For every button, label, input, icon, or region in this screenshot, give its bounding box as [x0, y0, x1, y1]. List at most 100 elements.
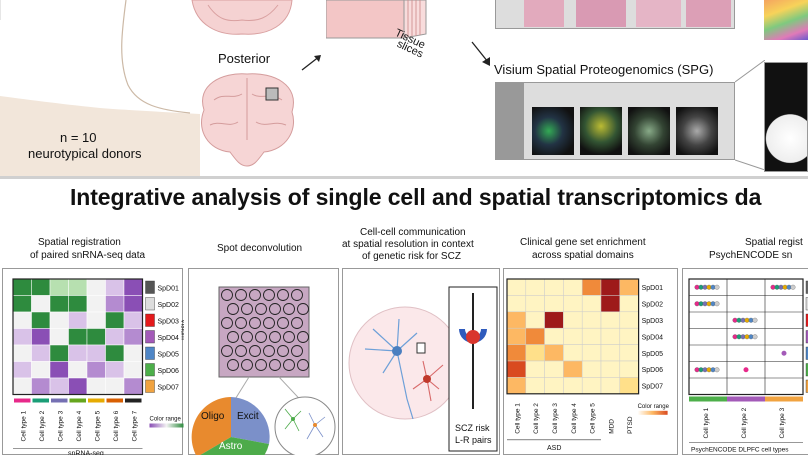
heatmap-cell — [31, 278, 51, 296]
spot-circle — [255, 303, 267, 315]
heatmap-cell — [12, 295, 32, 313]
spot-circle — [241, 303, 253, 315]
spot-circle — [283, 331, 295, 343]
cell-type-swatch — [14, 398, 31, 403]
section-divider — [0, 176, 808, 179]
heatmap-cell — [123, 344, 143, 362]
heatmap-cell — [581, 311, 602, 329]
posterior-brain-icon — [201, 73, 294, 167]
deconvolution-graphic: Oligo Excit Astro — [191, 286, 336, 455]
heatmap-cell — [544, 295, 564, 313]
domain-swatch — [805, 330, 808, 344]
heatmap-cell — [619, 311, 639, 329]
color-range-label: Color range — [150, 417, 182, 423]
cell-type-swatch — [765, 396, 803, 402]
domain-label: SpD05 — [642, 351, 664, 358]
domain-label: SpD06 — [642, 367, 664, 374]
spot-circle — [235, 345, 247, 357]
heatmap-cell — [563, 311, 583, 329]
spg-slide — [628, 107, 670, 155]
heatmap-cell — [105, 361, 125, 379]
heatmap-cell — [544, 360, 564, 378]
cell-type-label: Cell type 1 — [20, 410, 27, 441]
visium-label: Visium — [180, 319, 185, 340]
spot-circle — [297, 303, 309, 315]
spot-circle — [283, 303, 295, 315]
cell-type-pie — [191, 397, 270, 455]
heatmap-cell — [49, 278, 69, 296]
spot-circle — [297, 359, 309, 371]
spot-circle — [241, 331, 253, 343]
heatmap-cell — [600, 327, 621, 345]
heatmap-cell — [123, 328, 143, 346]
heatmap-cell — [525, 311, 545, 329]
domain-label: SpD03 — [158, 318, 180, 325]
domain-swatch — [805, 363, 808, 377]
cell-dot — [781, 350, 787, 356]
heatmap-cell — [506, 278, 527, 296]
enrichment-title-1: Clinical gene set enrichment — [520, 237, 646, 248]
psychencode-panel: Cell type 1 Cell type 2 Cell type 3 PsychEN… — [682, 268, 808, 455]
pie-label-oligo: Oligo — [201, 411, 225, 422]
domain-label: SpD07 — [642, 384, 664, 391]
heatmap-cell — [525, 377, 545, 395]
domain-label: SpD04 — [642, 334, 664, 341]
heatmap-cell — [31, 295, 51, 313]
main-title: Integrative analysis of single cell and … — [70, 184, 762, 210]
spot-circle — [269, 303, 281, 315]
cell-dot — [743, 367, 749, 373]
column-label: Cell type 2 — [741, 407, 748, 438]
heatmap-cell — [563, 327, 583, 345]
heatmap-cell — [506, 327, 527, 345]
heatmap-cell — [525, 327, 545, 345]
heatmap-cell — [12, 278, 32, 296]
heatmap-cell — [49, 361, 69, 379]
spot-circle — [263, 289, 275, 301]
heatmap-cell — [12, 361, 32, 379]
spg-slide — [532, 107, 574, 155]
heatmap-cell — [563, 377, 583, 395]
heatmap-cell — [68, 311, 88, 329]
spot-circle — [263, 345, 275, 357]
heatmap-cell — [105, 278, 125, 296]
psychencode-grid: Cell type 1 Cell type 2 Cell type 3 PsychEN… — [688, 278, 808, 454]
heatmap-cell — [31, 328, 51, 346]
pie-label-excit: Excit — [237, 411, 259, 422]
domain-label: SpD02 — [158, 302, 180, 309]
neuron-graphic: SCZ risk L-R pairs — [348, 286, 498, 452]
heatmap-cell — [49, 344, 69, 362]
snrna-seq-label: snRNA-seq — [68, 451, 104, 455]
enrichment-title-2: across spatial domains — [532, 250, 634, 261]
column-label: PTSD — [627, 416, 634, 434]
heatmap-cell — [600, 278, 621, 296]
scz-risk-label: SCZ risk — [455, 423, 490, 433]
cell-type-swatch — [106, 398, 123, 403]
domain-label: SpD06 — [158, 368, 180, 375]
registration-title-1: Spatial registration — [38, 237, 121, 248]
heatmap-cell — [49, 328, 69, 346]
spot-circle — [235, 317, 247, 329]
column-label: Cell type 1 — [703, 407, 710, 438]
heatmap-cell — [86, 278, 106, 296]
spot-circle — [291, 289, 303, 301]
spot-circle — [277, 345, 289, 357]
spot-circle — [249, 345, 261, 357]
heatmap-cell — [581, 377, 602, 395]
tissue-slices-icon — [326, 0, 427, 39]
column-label: Cell type 3 — [552, 403, 559, 434]
cell-type-swatch — [51, 398, 68, 403]
heatmap-cell — [105, 295, 125, 313]
arrow-icon — [301, 55, 321, 71]
heatmap-cell — [105, 328, 125, 346]
domain-swatch — [805, 313, 808, 327]
deconvolution-panel: Oligo Excit Astro — [188, 268, 339, 455]
anterior-brain-icon — [191, 0, 293, 35]
spg-strip — [495, 82, 735, 160]
spot-circle — [227, 359, 239, 371]
heatmap-cell — [619, 377, 639, 395]
donors-description: neurotypical donors — [28, 146, 142, 161]
heatmap-cell — [105, 377, 125, 395]
domain-label: SpD03 — [642, 318, 664, 325]
domain-swatch — [805, 280, 808, 294]
